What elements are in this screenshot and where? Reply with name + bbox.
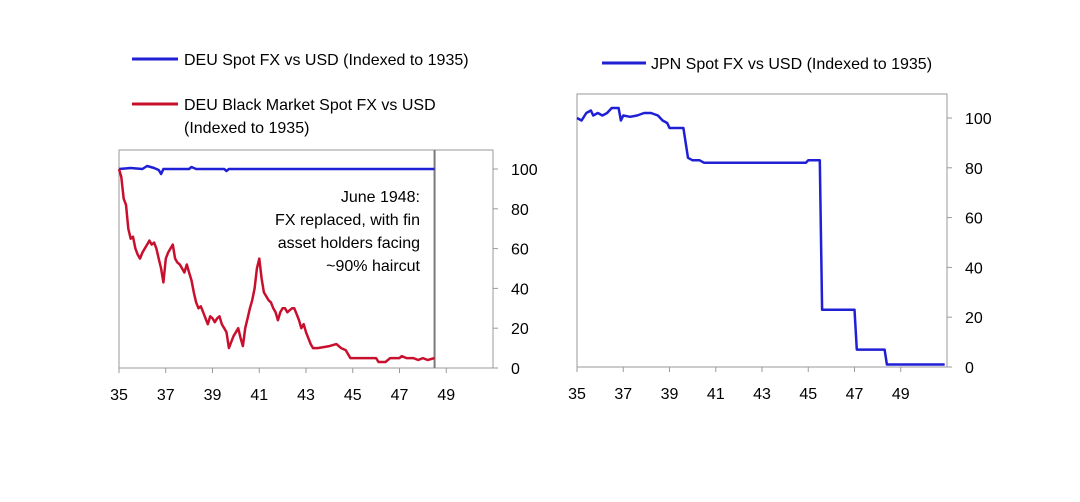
deu-x-tick-label-41: 41 <box>250 387 268 404</box>
deu-y-tick-label-40: 40 <box>511 281 529 298</box>
jpn-plot-area <box>576 93 948 368</box>
jpn-y-tick-label-40: 40 <box>965 260 983 277</box>
deu-x-tick-label-35: 35 <box>110 387 128 404</box>
jpn-y-tick-label-100: 100 <box>965 111 992 128</box>
deu-chart: DEU Spot FX vs USD (Indexed to 1935) DEU… <box>110 52 538 404</box>
deu-y-tick-label-0: 0 <box>511 361 520 378</box>
jpn-series-line-0 <box>576 106 945 366</box>
deu-x-tick-label-49: 49 <box>437 387 455 404</box>
deu-y-tick-label-60: 60 <box>511 242 529 259</box>
jpn-x-tick-label-47: 47 <box>846 386 864 403</box>
deu-x-tick-label-39: 39 <box>204 387 222 404</box>
deu-series-line-1 <box>117 168 435 364</box>
legend-deu-spot-label: DEU Spot FX vs USD (Indexed to 1935) <box>184 52 469 69</box>
legend-jpn-spot-label: JPN Spot FX vs USD (Indexed to 1935) <box>651 56 932 73</box>
deu-y-tick-label-80: 80 <box>511 202 529 219</box>
deu-y-tick-label-100: 100 <box>511 162 538 179</box>
deu-series-line-0 <box>118 164 435 176</box>
jpn-y-tick-label-60: 60 <box>965 211 983 228</box>
deu-x-tick-label-43: 43 <box>297 387 315 404</box>
annotation-line-1: June 1948: <box>341 189 420 206</box>
deu-x-tick-label-47: 47 <box>391 387 409 404</box>
jpn-chart: JPN Spot FX vs USD (Indexed to 1935) 35 3… <box>568 56 992 403</box>
legend-deu-black-label-line1: DEU Black Market Spot FX vs USD <box>184 97 436 114</box>
annotation-line-3: asset holders facing <box>278 235 420 252</box>
jpn-x-tick-label-49: 49 <box>892 386 910 403</box>
jpn-y-tick-label-0: 0 <box>965 360 974 377</box>
deu-x-tick-label-37: 37 <box>157 387 175 404</box>
jpn-x-tick-label-37: 37 <box>614 386 632 403</box>
jpn-y-tick-label-80: 80 <box>965 161 983 178</box>
legend-deu-black-label-line2: (Indexed to 1935) <box>184 120 309 137</box>
jpn-x-tick-label-41: 41 <box>707 386 725 403</box>
annotation-line-4: ~90% haircut <box>326 258 420 275</box>
annotation-line-2: FX replaced, with fin <box>275 212 420 229</box>
jpn-x-tick-label-45: 45 <box>799 386 817 403</box>
deu-y-tick-label-20: 20 <box>511 321 529 338</box>
jpn-y-tick-label-20: 20 <box>965 310 983 327</box>
deu-x-tick-label-45: 45 <box>344 387 362 404</box>
jpn-x-tick-label-35: 35 <box>568 386 586 403</box>
jpn-x-tick-label-43: 43 <box>753 386 771 403</box>
jpn-x-tick-label-39: 39 <box>661 386 679 403</box>
